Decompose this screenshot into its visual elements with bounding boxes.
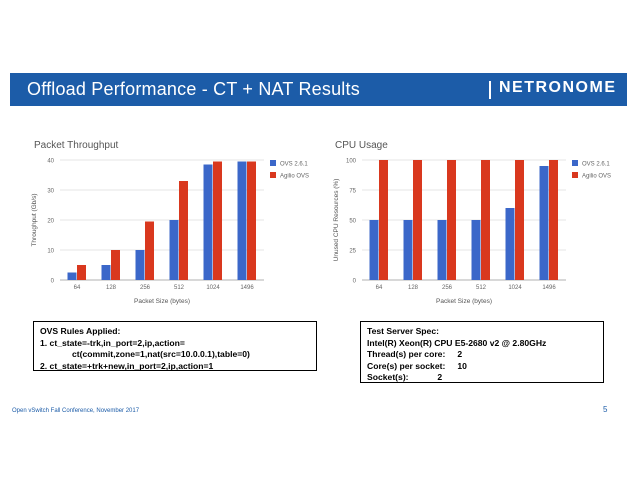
cpu-legend-swatch: [572, 160, 578, 166]
throughput-legend-swatch: [270, 160, 276, 166]
throughput-ytick-label: 40: [47, 159, 54, 165]
rules-heading: OVS Rules Applied:: [40, 326, 121, 336]
throughput-bar: [237, 161, 247, 280]
throughput-bar: [135, 250, 145, 280]
cpu-xtick-label: 512: [476, 285, 487, 291]
spec-sockets-label: Socket(s):: [367, 372, 409, 382]
spec-sockets: Socket(s): 2: [367, 372, 597, 384]
throughput-ytick-label: 0: [51, 279, 55, 285]
throughput-xtick-label: 1024: [206, 285, 220, 291]
cpu-xtick-label: 64: [376, 285, 383, 291]
throughput-xtick-label: 128: [106, 285, 117, 291]
throughput-bar: [145, 221, 154, 280]
cpu-ytick-label: 75: [349, 189, 356, 195]
spec-sockets-value: 2: [437, 372, 443, 382]
throughput-chart-title: Packet Throughput: [34, 140, 119, 151]
throughput-xtick-label: 256: [140, 285, 151, 291]
slide-title: Offload Performance - CT + NAT Results: [27, 79, 360, 99]
spec-box: Test Server Spec: Intel(R) Xeon(R) CPU E…: [360, 321, 604, 383]
rule-2: 2. ct_state=+trk+new,in_port=2,ip,action…: [40, 360, 214, 371]
brand-logo: NETRONOME: [499, 79, 617, 96]
cpu-ytick-label: 50: [349, 219, 356, 225]
title-banner: Offload Performance - CT + NAT Results N…: [10, 73, 627, 106]
spec-cores-label: Core(s) per socket:: [367, 360, 446, 371]
throughput-ytick-label: 20: [47, 219, 54, 225]
spec-heading: Test Server Spec:: [367, 326, 439, 336]
cpu-xtick-label: 1024: [508, 285, 522, 291]
footer-text: Open vSwitch Fall Conference, November 2…: [12, 408, 140, 414]
cpu-xtick-label: 128: [408, 285, 419, 291]
cpu-bar: [369, 220, 379, 280]
cpu-bar: [549, 160, 558, 280]
cpu-xtick-label: 256: [442, 285, 453, 291]
rules-box: OVS Rules Applied: 1. ct_state=-trk,in_p…: [33, 321, 317, 371]
cpu-bar: [515, 160, 524, 280]
throughput-xtick-label: 64: [74, 285, 81, 291]
throughput-legend-label: OVS 2.6.1: [280, 162, 308, 168]
throughput-ytick-label: 30: [47, 189, 54, 195]
cpu-ytick-label: 0: [353, 279, 357, 285]
throughput-bar: [101, 265, 111, 280]
rule-1: 1. ct_state=-trk,in_port=2,ip,action=: [40, 337, 185, 348]
cpu-bar: [471, 220, 481, 280]
cpu-ytick-label: 25: [349, 249, 356, 255]
spec-cores-value: 10: [457, 360, 467, 371]
cpu-bar: [437, 220, 447, 280]
cpu-chart-title: CPU Usage: [335, 140, 388, 151]
cpu-chart: 0 25 50 75 100 64 128 256 512 1024 1496 Packet Size…: [333, 159, 611, 306]
spec-threads-label: Thread(s) per core:: [367, 349, 446, 359]
throughput-xlabel: Packet Size (bytes): [134, 298, 190, 305]
cpu-bar: [505, 208, 515, 280]
brand-divider: [489, 81, 491, 99]
cpu-bar: [413, 160, 422, 280]
spec-threads-value: 2: [457, 349, 463, 359]
cpu-legend-label: OVS 2.6.1: [582, 162, 610, 168]
throughput-ytick-label: 10: [47, 249, 54, 255]
cpu-bar: [379, 160, 388, 280]
cpu-legend-label: Agilio OVS: [582, 174, 611, 180]
throughput-xtick-label: 512: [174, 285, 185, 291]
throughput-bar: [179, 181, 188, 280]
throughput-bar: [77, 265, 86, 280]
throughput-bar: [111, 250, 120, 280]
spec-cores: Core(s) per socket: 10: [367, 361, 597, 373]
rule-1-continued: ct(commit,zone=1,nat(src=10.0.0.1),table…: [72, 349, 250, 359]
throughput-bar: [247, 161, 256, 280]
cpu-bar: [403, 220, 413, 280]
throughput-ylabel: Throughput (Gb/s): [31, 193, 38, 246]
cpu-legend-swatch: [572, 172, 578, 178]
spec-threads: Thread(s) per core: 2: [367, 349, 597, 361]
cpu-xlabel: Packet Size (bytes): [436, 298, 492, 305]
page-number: 5: [603, 405, 608, 414]
cpu-bar: [447, 160, 456, 280]
throughput-bar: [169, 220, 179, 280]
throughput-bar: [203, 164, 213, 280]
cpu-bar: [481, 160, 490, 280]
spec-cpu: Intel(R) Xeon(R) CPU E5-2680 v2 @ 2.80GH…: [367, 337, 547, 348]
throughput-bar: [213, 161, 222, 280]
throughput-bar: [67, 272, 77, 280]
cpu-bar: [539, 166, 549, 280]
throughput-legend-label: Agilio OVS: [280, 174, 309, 180]
throughput-chart: 0 10 20 30 40 64 128 256 512 1024 1496 Packet Size …: [31, 159, 309, 306]
cpu-ytick-label: 100: [346, 159, 357, 165]
cpu-xtick-label: 1496: [542, 285, 556, 291]
throughput-legend-swatch: [270, 172, 276, 178]
throughput-xtick-label: 1496: [240, 285, 254, 291]
cpu-ylabel: Unused CPU Resources (%): [333, 179, 340, 262]
